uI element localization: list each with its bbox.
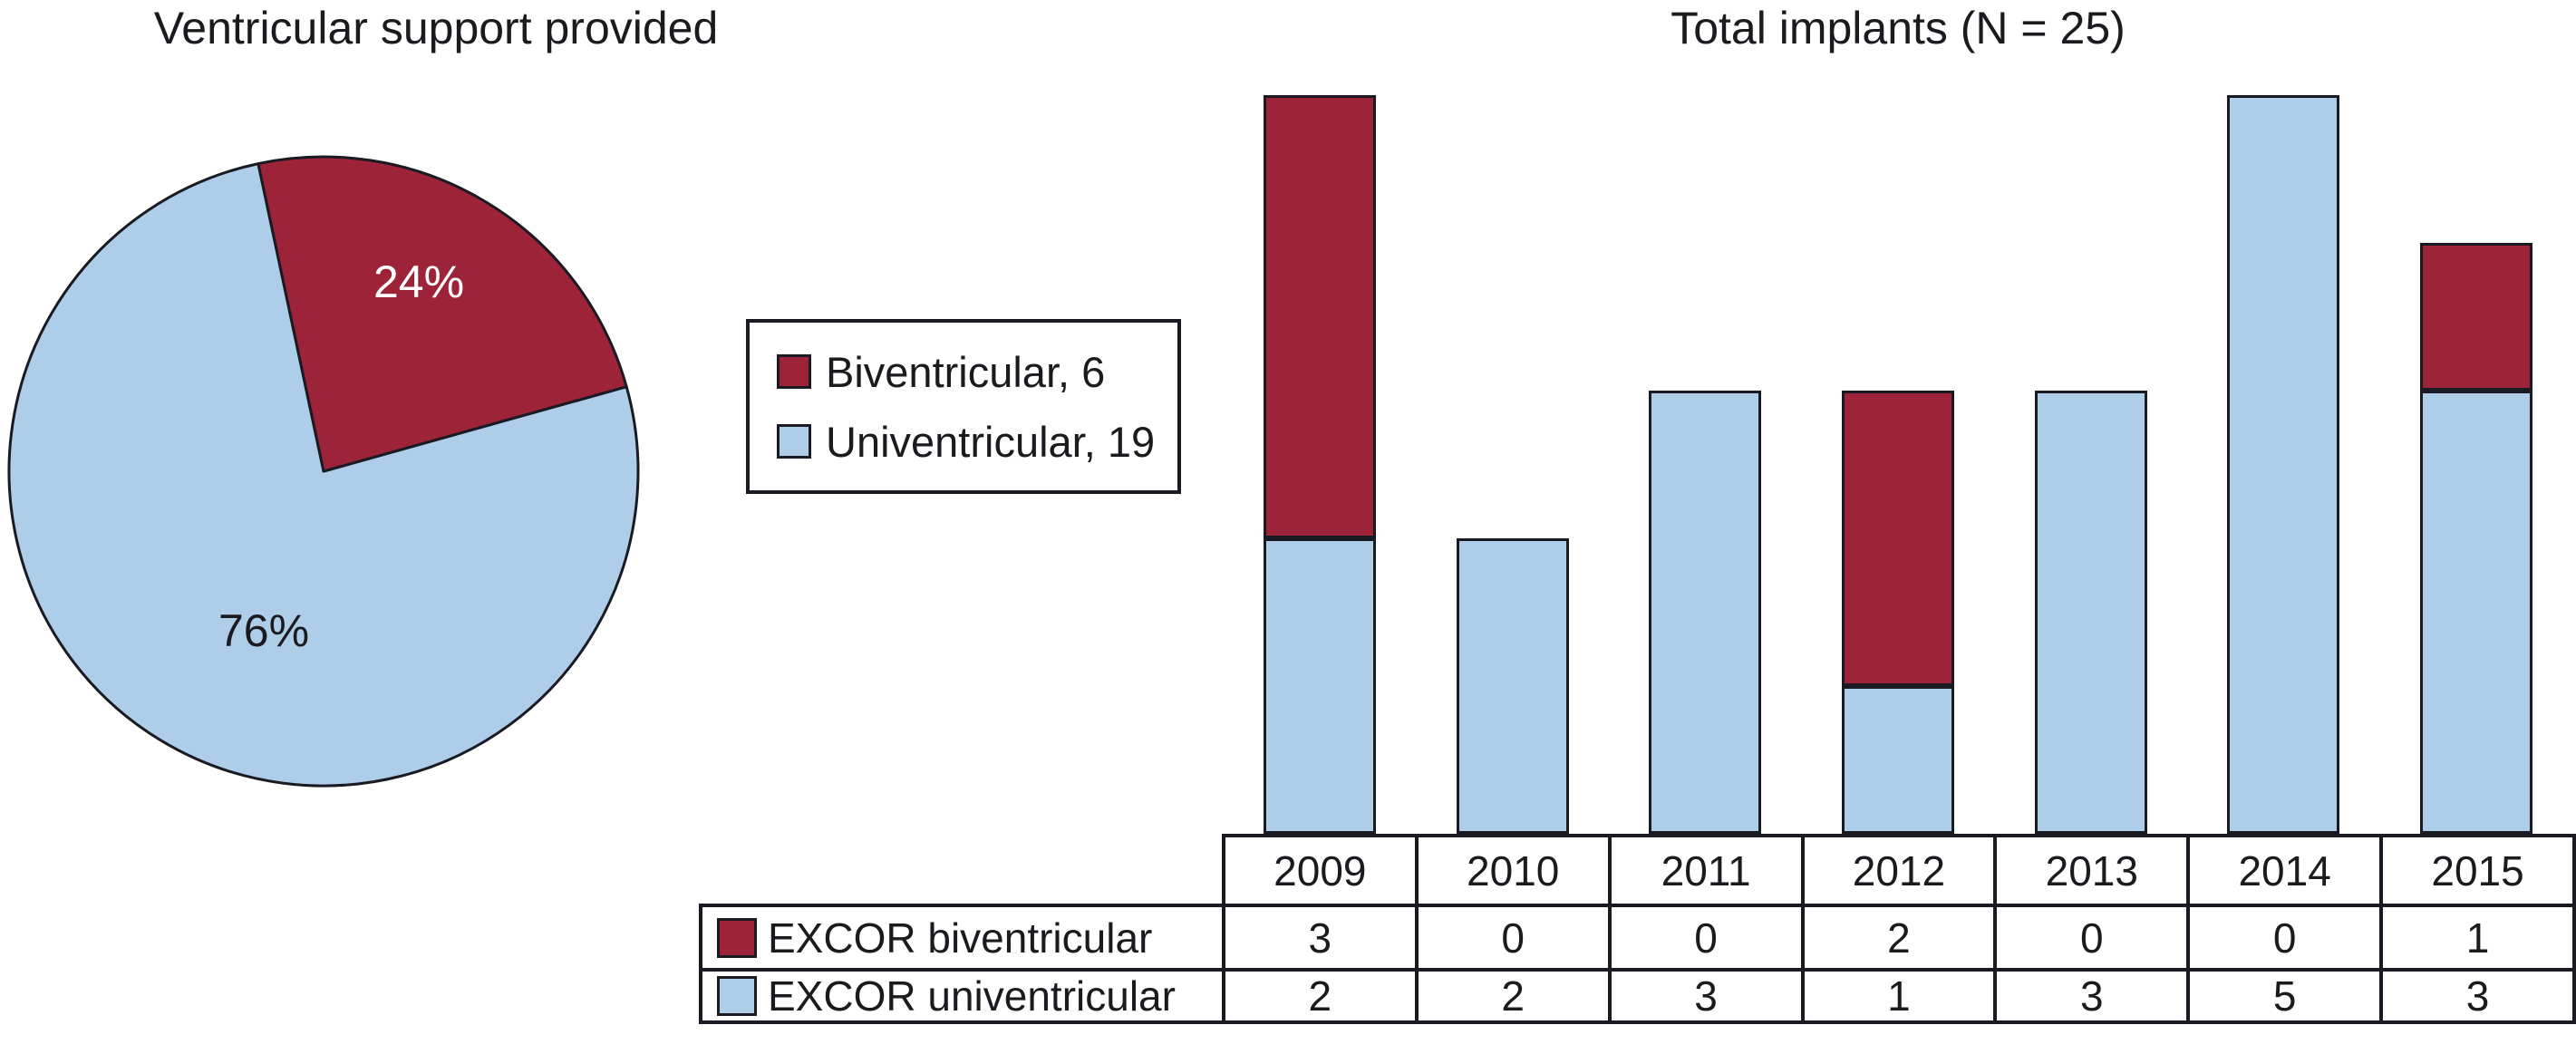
row-label-univentricular: EXCOR univentricular (768, 972, 1176, 1020)
table-header-row: 2009 2010 2011 2012 2013 2014 2015 (701, 834, 2576, 907)
year-header-cell-2012: 2012 (1800, 834, 1998, 907)
row-label-biventricular: EXCOR biventricular (768, 914, 1153, 962)
pie-slice-univentricular (7, 162, 640, 788)
value-cell-biventricular-2010: 0 (1414, 904, 1612, 972)
year-header-cell-2015: 2015 (2379, 834, 2576, 907)
value-cell-univentricular-2015: 3 (2379, 968, 2576, 1024)
legend-label-biventricular: Biventricular, 6 (826, 347, 1106, 396)
data-table-wrap: 2009 2010 2011 2012 2013 2014 2015 EXCOR bivent… (699, 834, 2576, 1024)
data-table: 2009 2010 2011 2012 2013 2014 2015 EXCOR bivent… (699, 834, 2576, 1024)
value-cell-biventricular-2013: 0 (1993, 904, 2191, 972)
bar-segment-2013-univentricular (2034, 391, 2147, 834)
value-cell-biventricular-2015: 1 (2379, 904, 2576, 972)
year-header-cell-2010: 2010 (1414, 834, 1612, 907)
value-cell-biventricular-2011: 0 (1607, 904, 1805, 972)
bar-plot-area (1224, 54, 2572, 834)
value-cell-univentricular-2012: 1 (1800, 968, 1998, 1024)
value-cell-univentricular-2013: 3 (1993, 968, 2191, 1024)
bar-segment-2012-biventricular (1842, 391, 1954, 686)
legend-item-univentricular: Univentricular, 19 (777, 421, 1177, 463)
bar-segment-2015-univentricular (2419, 391, 2532, 834)
pie-chart: 24% 76% (7, 155, 640, 788)
pie-chart-title: Ventricular support provided (153, 3, 719, 53)
row-label-cell-univentricular: EXCOR univentricular (699, 968, 1225, 1024)
year-header-cell-2013: 2013 (1993, 834, 2191, 907)
value-cell-biventricular-2009: 3 (1221, 904, 1419, 972)
legend-box: Biventricular, 6 Univentricular, 19 (746, 319, 1181, 494)
bar-segment-2009-biventricular (1264, 95, 1377, 538)
table-swatch-biventricular-icon (717, 917, 757, 958)
pie-slice-label-biventricular: 24% (373, 256, 464, 307)
table-corner-cell (701, 836, 1224, 905)
pie-slice-biventricular (257, 155, 628, 473)
table-swatch-univentricular-icon (717, 976, 757, 1016)
table-row-univentricular: EXCOR univentricular 2 2 3 1 3 5 3 (699, 968, 2576, 1024)
bar-segment-2014-univentricular (2227, 95, 2340, 834)
year-header-cell-2009: 2009 (1221, 834, 1419, 907)
legend-item-biventricular: Biventricular, 6 (777, 351, 1177, 393)
legend-swatch-biventricular-icon (777, 354, 811, 389)
value-cell-univentricular-2014: 5 (2186, 968, 2384, 1024)
legend-label-univentricular: Univentricular, 19 (826, 417, 1156, 466)
value-cell-univentricular-2011: 3 (1607, 968, 1805, 1024)
bar-chart-title: Total implants (N = 25) (1671, 3, 2126, 53)
bar-segment-2010-univentricular (1456, 538, 1569, 834)
legend-swatch-univentricular-icon (777, 424, 811, 459)
bar-segment-2015-biventricular (2419, 243, 2532, 391)
bar-segment-2012-univentricular (1842, 686, 1954, 834)
year-header-cell-2014: 2014 (2186, 834, 2384, 907)
value-cell-biventricular-2012: 2 (1800, 904, 1998, 972)
value-cell-biventricular-2014: 0 (2186, 904, 2384, 972)
year-header-cell-2011: 2011 (1607, 834, 1805, 907)
value-cell-univentricular-2009: 2 (1221, 968, 1419, 1024)
table-row-biventricular: EXCOR biventricular 3 0 0 2 0 0 1 (699, 904, 2576, 972)
value-cell-univentricular-2010: 2 (1414, 968, 1612, 1024)
pie-slice-label-univentricular: 76% (218, 605, 309, 656)
bar-segment-2011-univentricular (1649, 391, 1762, 834)
row-label-cell-biventricular: EXCOR biventricular (699, 904, 1225, 972)
bar-segment-2009-univentricular (1264, 538, 1377, 834)
